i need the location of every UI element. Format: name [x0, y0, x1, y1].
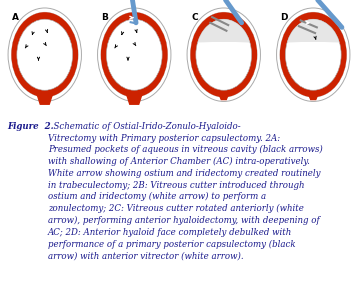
Circle shape [8, 8, 81, 101]
Circle shape [280, 12, 347, 97]
Circle shape [11, 12, 78, 97]
Circle shape [17, 19, 73, 90]
Text: B: B [101, 13, 108, 22]
Polygon shape [125, 90, 143, 104]
Polygon shape [287, 19, 340, 43]
Circle shape [106, 19, 162, 90]
Circle shape [190, 12, 257, 97]
Text: C: C [191, 13, 198, 22]
Text: Figure  2.: Figure 2. [7, 122, 54, 131]
Circle shape [285, 19, 341, 90]
Polygon shape [218, 90, 230, 99]
Circle shape [97, 8, 171, 101]
Text: D: D [280, 13, 287, 22]
Circle shape [196, 19, 252, 90]
Circle shape [101, 12, 168, 97]
Polygon shape [197, 19, 250, 43]
Circle shape [277, 8, 350, 101]
Polygon shape [36, 90, 54, 104]
Text: A: A [12, 13, 19, 22]
Polygon shape [307, 90, 319, 99]
Text: Schematic of Ostial-Irido-Zonulo-Hyaloido-
Vitrectomy with Primary posterior cap: Schematic of Ostial-Irido-Zonulo-Hyaloid… [48, 122, 323, 260]
Circle shape [187, 8, 261, 101]
